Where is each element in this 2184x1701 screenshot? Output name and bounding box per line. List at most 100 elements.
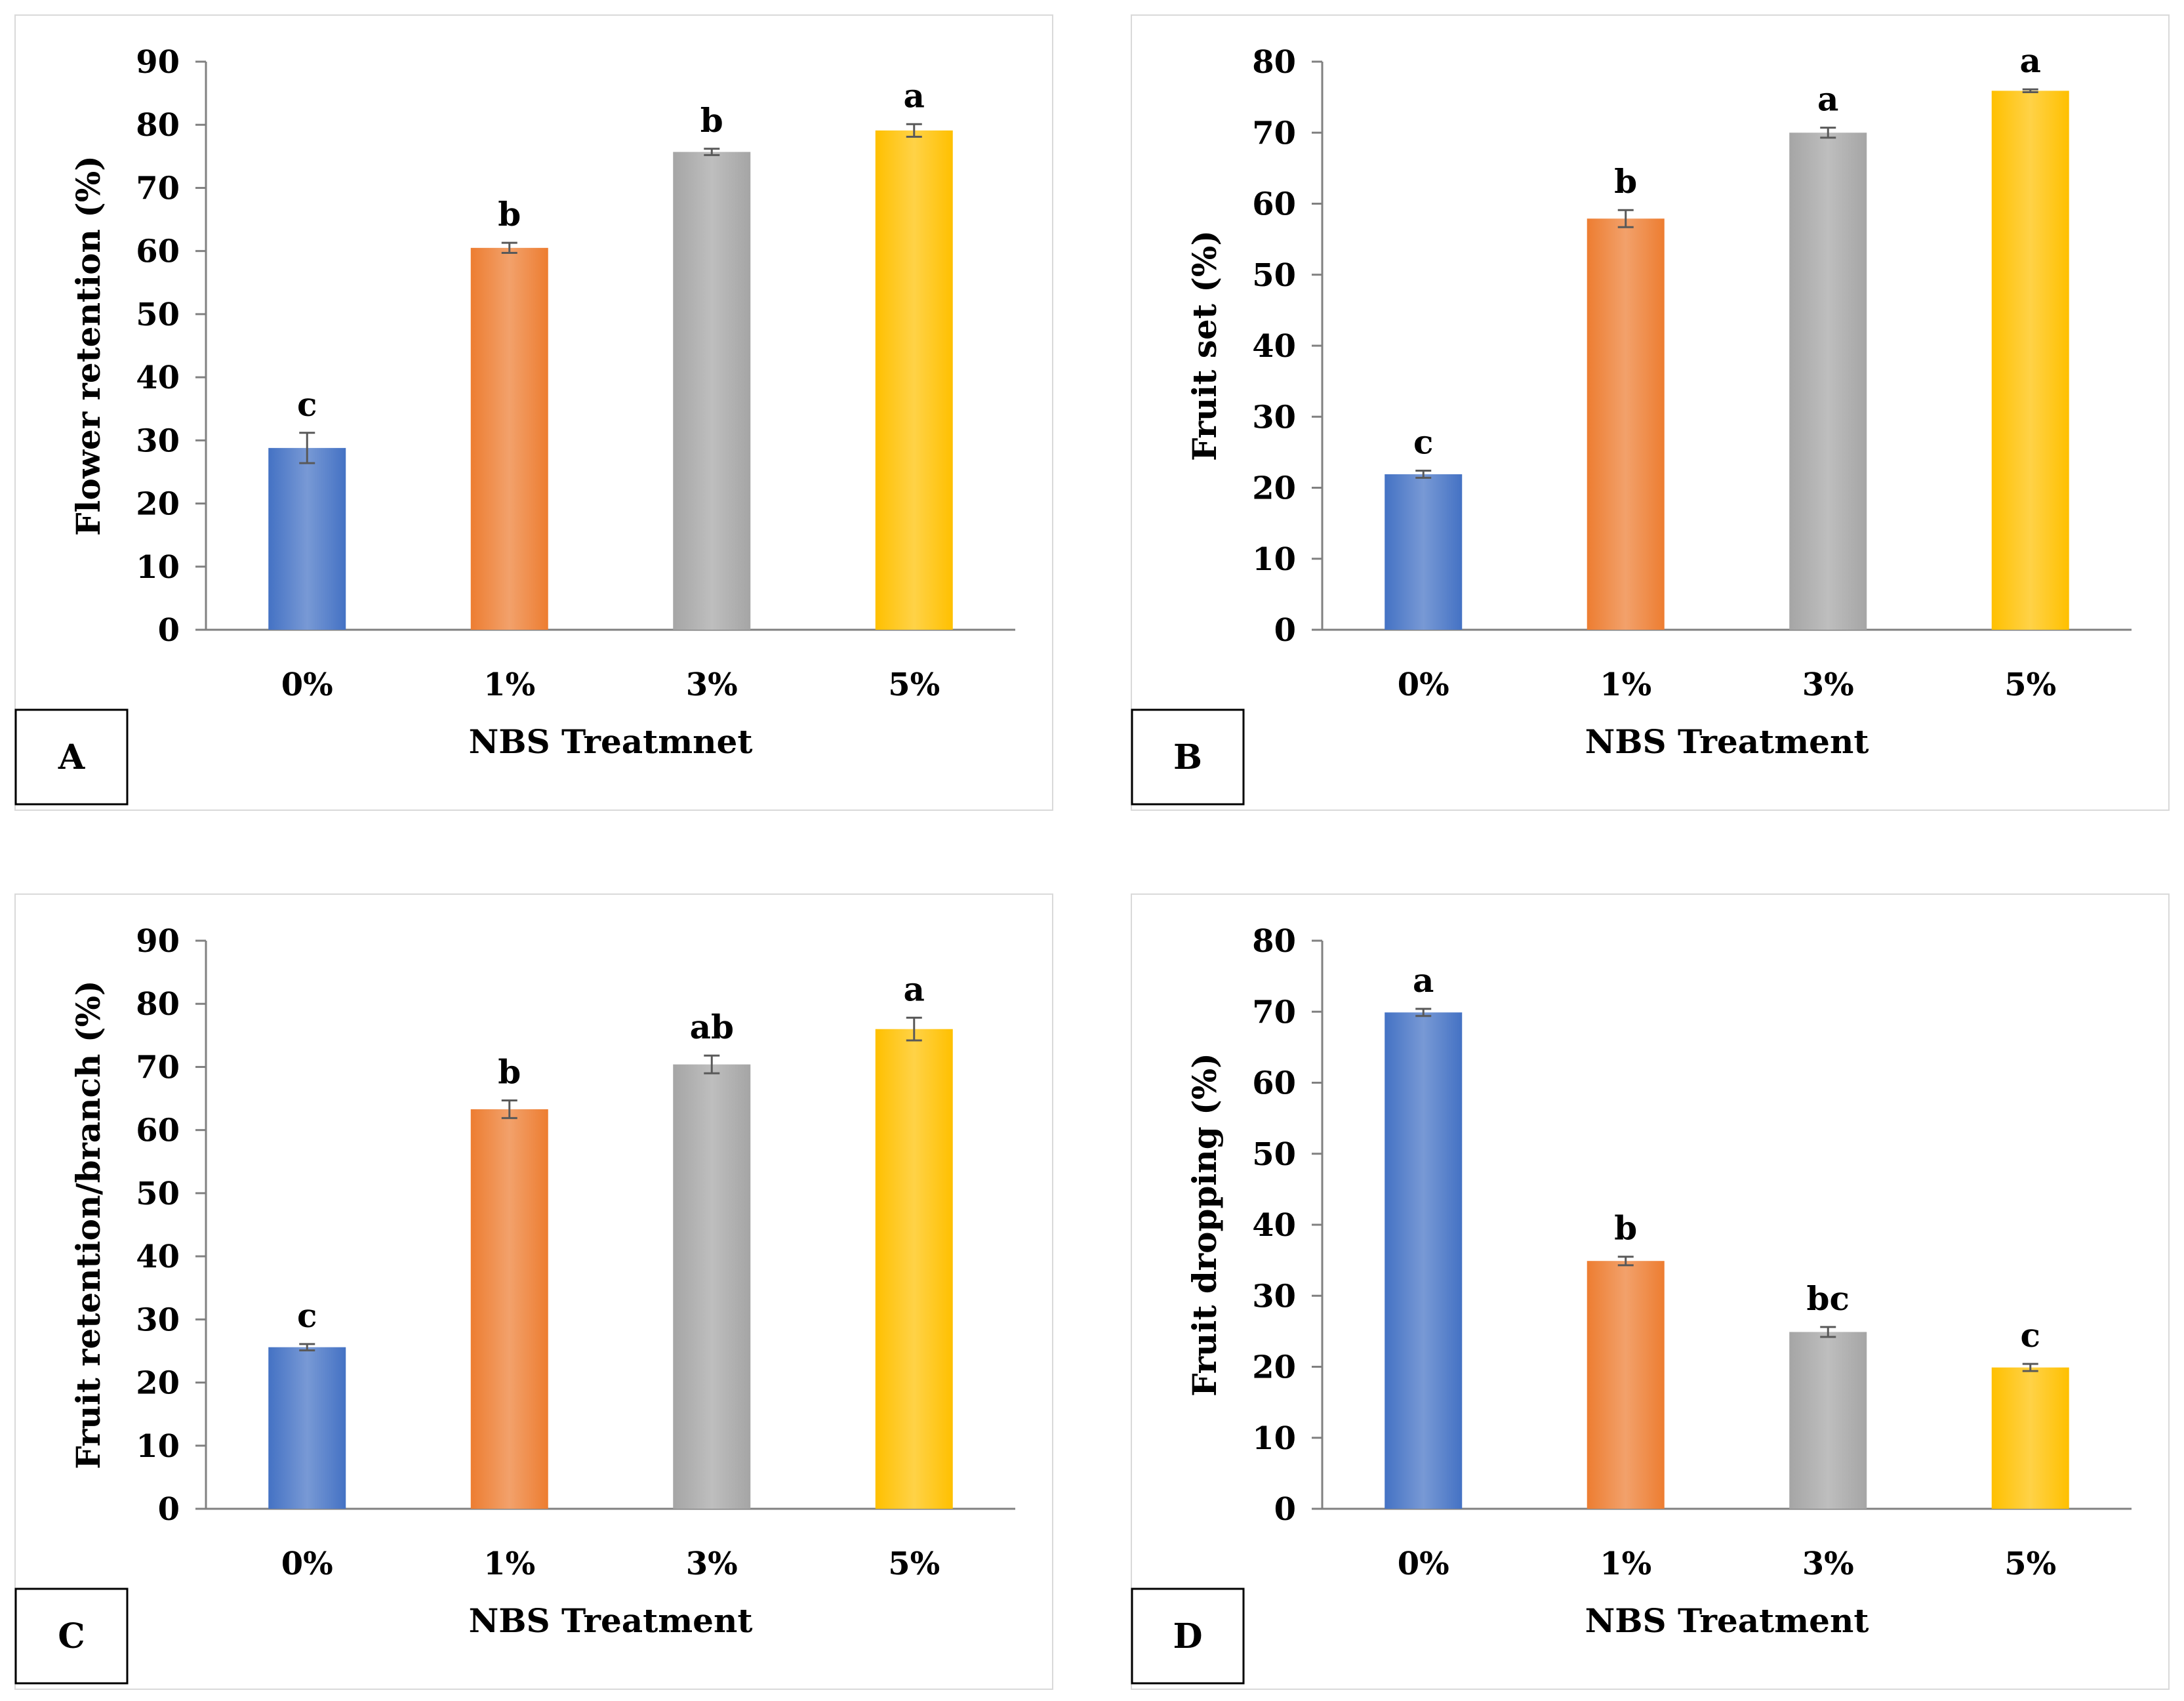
chart-d-y-tick-label: 60 bbox=[1252, 1065, 1296, 1102]
chart-c-x-axis-title: NBS Treatment bbox=[469, 1601, 753, 1640]
chart-panel-b: 0 10 20 30 40 50 60 70 80 c 0% b 1% a 3% a 5% NBS Treatme… bbox=[1131, 14, 2170, 811]
chart-a-y-tick-label: 60 bbox=[136, 234, 180, 270]
chart-a-x-tick-label: 5% bbox=[888, 666, 940, 703]
chart-d-significance-letter: a bbox=[1413, 961, 1434, 1000]
chart-d-y-tick-label: 70 bbox=[1252, 994, 1296, 1031]
chart-d-y-tick-label: 30 bbox=[1252, 1278, 1296, 1315]
chart-panel-a: 0 10 20 30 40 50 60 70 80 90 c 0% b 1% b 3% a 5% NBS Treat… bbox=[14, 14, 1053, 811]
chart-b-panel-label: B bbox=[1173, 737, 1202, 777]
chart-a-bar bbox=[470, 247, 548, 630]
chart-d-significance-letter: b bbox=[1614, 1209, 1637, 1248]
chart-c-x-tick-label: 3% bbox=[686, 1546, 738, 1582]
chart-c-y-tick-label: 60 bbox=[136, 1113, 180, 1149]
chart-a-significance-letter: a bbox=[904, 76, 925, 115]
chart-d-bar bbox=[1789, 1332, 1867, 1509]
chart-a-y-tick-label: 50 bbox=[136, 297, 180, 333]
chart-d-y-tick-label: 40 bbox=[1252, 1207, 1296, 1244]
chart-d-y-tick-label: 0 bbox=[1274, 1491, 1296, 1528]
chart-b-y-tick-label: 40 bbox=[1252, 328, 1296, 365]
chart-d-bar bbox=[1587, 1261, 1665, 1509]
chart-a-y-tick-label: 0 bbox=[158, 612, 180, 649]
chart-c-significance-letter: ab bbox=[690, 1008, 734, 1046]
chart-a-bar bbox=[673, 152, 751, 630]
chart-b-y-tick-label: 50 bbox=[1252, 257, 1296, 294]
chart-c-x-tick-label: 1% bbox=[483, 1546, 535, 1582]
chart-c-panel-label: C bbox=[58, 1616, 85, 1656]
chart-a-x-tick-label: 3% bbox=[686, 666, 738, 703]
chart-b-y-tick-label: 60 bbox=[1252, 186, 1296, 223]
chart-a-panel-label: A bbox=[58, 737, 85, 777]
chart-b-x-tick-label: 3% bbox=[1802, 666, 1854, 703]
chart-c-bar bbox=[673, 1064, 751, 1509]
chart-b-x-tick-label: 0% bbox=[1398, 666, 1449, 703]
chart-c-y-tick-label: 50 bbox=[136, 1176, 180, 1212]
chart-b-significance-letter: a bbox=[1817, 80, 1838, 119]
chart-d-y-axis-title: Fruit dropping (%) bbox=[1185, 1053, 1224, 1397]
chart-c-y-tick-label: 80 bbox=[136, 986, 180, 1023]
chart-c-bar bbox=[875, 1029, 953, 1509]
chart-b-label-box bbox=[1131, 708, 1245, 806]
chart-b-y-tick-label: 70 bbox=[1252, 115, 1296, 152]
chart-c-bar bbox=[268, 1347, 346, 1509]
chart-d-panel-label: D bbox=[1173, 1616, 1202, 1656]
chart-c-y-tick-label: 40 bbox=[136, 1239, 180, 1275]
chart-a-y-tick-label: 20 bbox=[136, 486, 180, 523]
chart-d-x-tick-label: 5% bbox=[2004, 1546, 2056, 1582]
chart-panel-d: 0 10 20 30 40 50 60 70 80 a 0% b 1% bc 3% c 5% NBS Treatm… bbox=[1131, 893, 2170, 1690]
chart-c-x-tick-label: 5% bbox=[888, 1546, 940, 1582]
chart-a-significance-letter: c bbox=[297, 385, 317, 424]
chart-c-significance-letter: b bbox=[498, 1052, 521, 1091]
chart-a-x-tick-label: 0% bbox=[281, 666, 333, 703]
chart-d-x-axis-title: NBS Treatment bbox=[1585, 1601, 1869, 1640]
chart-b-y-tick-label: 80 bbox=[1252, 44, 1296, 81]
chart-a-bar bbox=[268, 447, 346, 630]
chart-d-x-tick-label: 0% bbox=[1398, 1546, 1449, 1582]
chart-d-y-tick-label: 20 bbox=[1252, 1349, 1296, 1386]
chart-c-significance-letter: a bbox=[904, 970, 925, 1008]
chart-d-x-tick-label: 3% bbox=[1802, 1546, 1854, 1582]
chart-c-y-tick-label: 10 bbox=[136, 1428, 180, 1465]
chart-a-significance-letter: b bbox=[498, 195, 521, 234]
chart-c-y-tick-label: 70 bbox=[136, 1049, 180, 1086]
chart-d-significance-letter: bc bbox=[1807, 1279, 1850, 1318]
chart-b-y-tick-label: 10 bbox=[1252, 541, 1296, 578]
chart-c-bar bbox=[470, 1109, 548, 1509]
chart-d-y-tick-label: 10 bbox=[1252, 1420, 1296, 1457]
chart-a-y-tick-label: 40 bbox=[136, 359, 180, 396]
chart-b-y-tick-label: 20 bbox=[1252, 470, 1296, 507]
chart-b-significance-letter: a bbox=[2020, 41, 2041, 80]
chart-a-y-tick-label: 10 bbox=[136, 549, 180, 586]
chart-a-y-tick-label: 80 bbox=[136, 107, 180, 144]
chart-a-svg: 0 10 20 30 40 50 60 70 80 90 c 0% b 1% b 3% a 5% NBS Treat… bbox=[14, 14, 1053, 811]
chart-c-y-tick-label: 20 bbox=[136, 1365, 180, 1402]
chart-c-y-tick-label: 0 bbox=[158, 1491, 180, 1528]
chart-b-y-tick-label: 30 bbox=[1252, 399, 1296, 436]
chart-c-significance-letter: c bbox=[297, 1296, 317, 1335]
chart-b-y-axis-title: Fruit set (%) bbox=[1185, 230, 1224, 461]
chart-d-y-tick-label: 80 bbox=[1252, 923, 1296, 960]
chart-c-x-tick-label: 0% bbox=[281, 1546, 333, 1582]
chart-d-y-tick-label: 50 bbox=[1252, 1136, 1296, 1173]
chart-b-significance-letter: c bbox=[1413, 423, 1433, 462]
chart-a-y-tick-label: 70 bbox=[136, 170, 180, 207]
chart-c-y-axis-title: Fruit retention/branch (%) bbox=[69, 980, 108, 1469]
chart-b-significance-letter: b bbox=[1614, 162, 1637, 201]
chart-a-y-tick-label: 30 bbox=[136, 422, 180, 459]
chart-d-svg: 0 10 20 30 40 50 60 70 80 a 0% b 1% bc 3% c 5% NBS Treatm… bbox=[1131, 893, 2170, 1690]
chart-b-bar bbox=[1991, 91, 2069, 630]
chart-a-significance-letter: b bbox=[700, 101, 723, 140]
chart-b-x-tick-label: 1% bbox=[1600, 666, 1651, 703]
chart-b-bar bbox=[1385, 474, 1463, 630]
chart-c-label-box bbox=[14, 1588, 129, 1685]
chart-panel-c: 0 10 20 30 40 50 60 70 80 90 c 0% b 1% ab 3% a 5% NBS Trea… bbox=[14, 893, 1053, 1690]
chart-b-x-tick-label: 5% bbox=[2004, 666, 2056, 703]
chart-d-label-box bbox=[1131, 1588, 1245, 1685]
chart-b-bar bbox=[1587, 218, 1665, 630]
chart-d-bar bbox=[1385, 1012, 1463, 1509]
chart-a-bar bbox=[875, 130, 953, 630]
chart-c-y-tick-label: 90 bbox=[136, 923, 180, 960]
chart-c-svg: 0 10 20 30 40 50 60 70 80 90 c 0% b 1% ab 3% a 5% NBS Trea… bbox=[14, 893, 1053, 1690]
chart-a-y-axis-title: Flower retention (%) bbox=[69, 155, 108, 536]
chart-b-y-tick-label: 0 bbox=[1274, 612, 1296, 649]
chart-d-x-tick-label: 1% bbox=[1600, 1546, 1651, 1582]
